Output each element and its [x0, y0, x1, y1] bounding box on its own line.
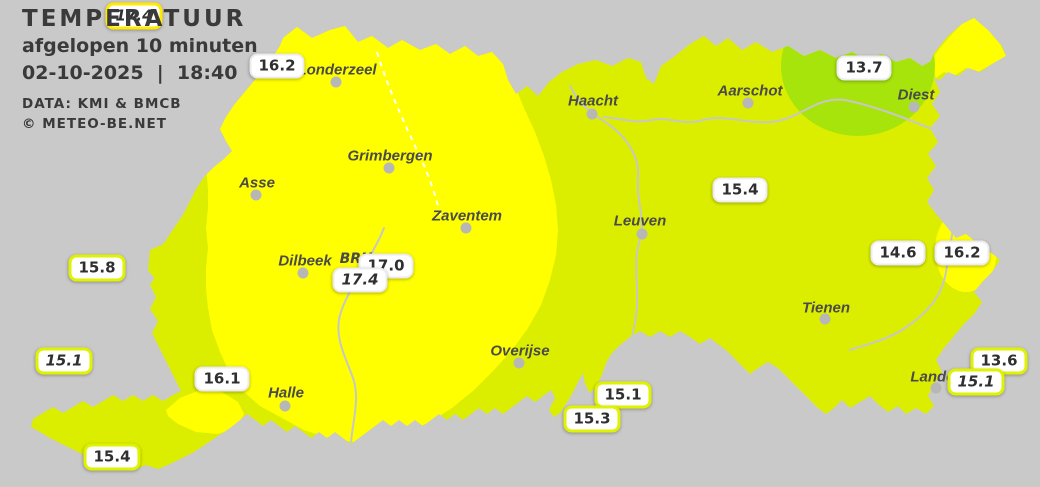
- river-gete: [849, 197, 959, 351]
- river-demer: [603, 98, 935, 131]
- map-legend: TEMPERATUUR afgelopen 10 minuten 02-10-2…: [22, 6, 258, 134]
- date-time: 02-10-2025 | 18:40: [22, 62, 238, 84]
- canal-willebroek-dashed: [376, 51, 442, 219]
- copyright: © METEO-BE.NET: [22, 116, 167, 132]
- page-title: TEMPERATUUR: [22, 6, 247, 32]
- subtitle: afgelopen 10 minuten: [22, 35, 258, 57]
- data-source: DATA: KMI & BMCB: [22, 96, 182, 112]
- temperature-zone-cool-diest: [781, 18, 935, 136]
- temperature-zone-warm-northeast: [930, 18, 1006, 78]
- temperature-zone-warm-southwest: [166, 390, 244, 434]
- map-fragment-west: [148, 242, 177, 286]
